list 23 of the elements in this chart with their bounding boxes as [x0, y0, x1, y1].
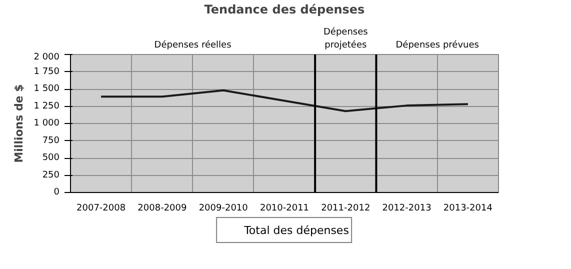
y-tick-label: 1 750: [34, 66, 60, 77]
text: Dépenses prévues: [396, 40, 480, 51]
x-tick-label: 2012-2013: [382, 204, 432, 214]
x-tick-label: 2013-2014: [443, 204, 493, 214]
text: Dépenses réelles: [154, 40, 232, 51]
y-tick-label: 1 000: [34, 118, 60, 128]
y-tick-label: 1 250: [34, 101, 60, 112]
y-tick-label: 2 000: [34, 52, 60, 62]
x-tick-label: 2008-2009: [138, 204, 188, 214]
y-tick-label: 500: [42, 153, 60, 163]
chart-title: Tendance des dépenses: [204, 2, 365, 16]
y-tick-label: 1 500: [34, 84, 60, 94]
x-tick-label: 2009-2010: [198, 204, 248, 214]
x-tick-label: 2011-2012: [321, 204, 370, 214]
x-tick-label: 2007-2008: [76, 204, 126, 214]
text: Total des dépenses: [244, 224, 349, 236]
x-tick-label: 2010-2011: [260, 204, 310, 214]
line-series: [100, 89, 469, 112]
y-axis-title: Millions de $: [12, 84, 26, 163]
text: Dépenses projetées: [323, 26, 368, 51]
y-tick-label: 0: [54, 188, 60, 198]
y-tick-label: 750: [42, 136, 60, 146]
y-tick-label: 250: [42, 170, 60, 180]
